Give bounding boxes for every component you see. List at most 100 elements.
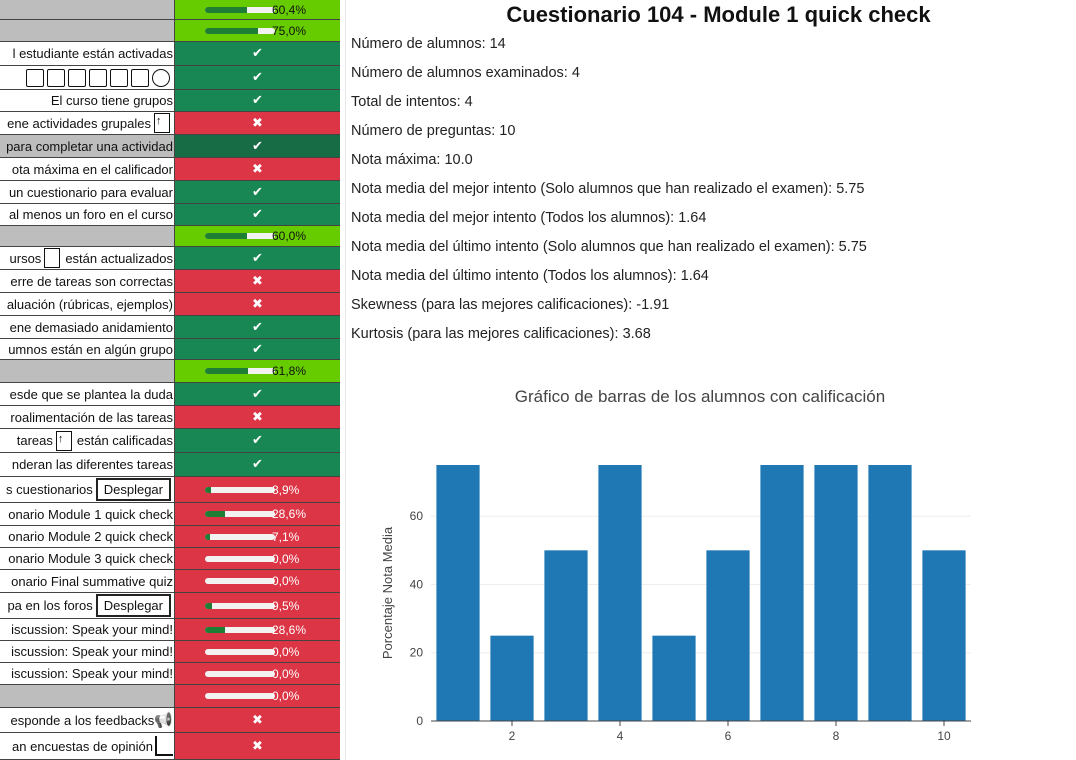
row-label: aluación (rúbricas, ejemplos) xyxy=(0,293,175,316)
progress-cell: 8,9% xyxy=(175,477,340,503)
cross-icon: ✖ xyxy=(175,270,340,293)
progress-percent: 0,0% xyxy=(272,574,300,588)
progress-bar xyxy=(205,670,275,677)
row-label-text: erre de tareas son correctas xyxy=(10,273,173,289)
progress-bar xyxy=(205,27,275,34)
check-icon: ✔ xyxy=(175,135,340,158)
row-label-text: ota máxima en el calificador xyxy=(11,161,173,177)
bar xyxy=(868,465,912,721)
progress-cell: 9,5% xyxy=(175,593,340,619)
row-label: tareas están calificadas xyxy=(0,429,175,453)
check-row: para completar una actividad ✔ xyxy=(0,135,340,158)
progress-bar xyxy=(205,648,275,655)
check-icon: ✔ xyxy=(175,181,340,204)
progress-cell: 75,0% xyxy=(175,20,340,42)
check-icon: ✔ xyxy=(175,316,340,339)
row-label-text: iscussion: Speak your mind! xyxy=(11,622,173,637)
check-icon: ✔ xyxy=(175,66,340,90)
row-label: iscussion: Speak your mind! xyxy=(0,619,175,641)
deploy-button[interactable]: Desplegar xyxy=(95,594,171,617)
row-label: un cuestionario para evaluar xyxy=(0,181,175,204)
row-label: El curso tiene grupos xyxy=(0,90,175,112)
page-icon xyxy=(131,68,149,87)
progress-row: 60,0% xyxy=(0,226,340,247)
stat-line: Nota media del mejor intento (Solo alumn… xyxy=(351,181,865,197)
check-row: ene actividades grupales ✖ xyxy=(0,112,340,135)
check-icon: ✔ xyxy=(175,247,340,270)
progress-percent: 0,0% xyxy=(272,551,300,566)
progress-cell: 60,0% xyxy=(175,226,340,247)
progress-cell: 7,1% xyxy=(175,526,340,548)
bar xyxy=(490,635,534,721)
row-label-text: al menos un foro en el curso xyxy=(8,207,173,222)
stat-line: Kurtosis (para las mejores calificacione… xyxy=(351,326,651,342)
progress-cell: 0,0% xyxy=(175,548,340,570)
progress-bar xyxy=(205,511,275,517)
progress-fill xyxy=(205,602,212,609)
bar xyxy=(544,550,588,721)
row-label xyxy=(0,685,175,708)
progress-bar xyxy=(205,578,275,584)
row-label-text: onario Module 1 quick check xyxy=(8,506,173,522)
progress-fill xyxy=(205,368,249,374)
row-label xyxy=(0,66,175,90)
row-label: para completar una actividad xyxy=(0,135,175,158)
check-icon: ✔ xyxy=(175,204,340,226)
resource-icons xyxy=(26,68,173,87)
row-label-text-2: están calificadas xyxy=(76,433,173,448)
progress-percent: 60,4% xyxy=(272,2,307,17)
progress-fill xyxy=(205,233,247,239)
check-row: nderan las diferentes tareas ✔ xyxy=(0,453,340,477)
stat-line: Total de intentos: 4 xyxy=(351,94,473,110)
progress-row: 75,0% xyxy=(0,20,340,42)
row-label: onario Module 1 quick check xyxy=(0,503,175,526)
progress-row: onario Module 1 quick check 28,6% xyxy=(0,503,340,526)
progress-percent: 9,5% xyxy=(272,598,300,613)
progress-percent: 8,9% xyxy=(272,482,300,497)
row-label: iscussion: Speak your mind! xyxy=(0,641,175,663)
survey-chart-icon xyxy=(155,736,173,756)
bar xyxy=(652,635,696,721)
x-tick-label: 10 xyxy=(937,729,951,743)
stat-line: Nota media del último intento (Solo alum… xyxy=(351,239,867,255)
progress-bar xyxy=(205,626,275,633)
check-row: El curso tiene grupos ✔ xyxy=(0,90,340,112)
deploy-button[interactable]: Desplegar xyxy=(95,478,171,501)
check-icon: ✔ xyxy=(175,42,340,66)
row-label-text: iscussion: Speak your mind! xyxy=(11,644,173,659)
upload-assign-icon xyxy=(55,430,72,451)
file-icon xyxy=(47,68,65,87)
progress-percent: 0,0% xyxy=(272,644,300,659)
progress-cell: 60,4% xyxy=(175,0,340,20)
progress-percent: 28,6% xyxy=(272,622,307,637)
y-tick-label: 40 xyxy=(410,577,424,591)
cross-icon: ✖ xyxy=(175,406,340,429)
row-label-text: ene demasiado anidamiento xyxy=(9,319,173,335)
row-label: pa en los foros Desplegar xyxy=(0,593,175,619)
row-label-text: aluación (rúbricas, ejemplos) xyxy=(6,296,173,312)
progress-fill xyxy=(205,533,210,540)
check-row: ene demasiado anidamiento ✔ xyxy=(0,316,340,339)
stat-line: Número de alumnos examinados: 4 xyxy=(351,65,580,81)
cross-icon: ✖ xyxy=(175,708,340,733)
row-label-text: onario Final summative quiz xyxy=(11,573,173,589)
chart-y-axis-label: Porcentaje Nota Media xyxy=(380,526,395,659)
check-row: roalimentación de las tareas ✖ xyxy=(0,406,340,429)
progress-bar xyxy=(205,693,275,699)
row-label-text-2: están actualizados xyxy=(65,250,173,266)
progress-row: 0,0% xyxy=(0,685,340,708)
check-row: erre de tareas son correctas ✖ xyxy=(0,270,340,293)
progress-row: 61,8% xyxy=(0,360,340,383)
row-label: onario Final summative quiz xyxy=(0,570,175,593)
bar xyxy=(760,465,804,721)
row-label: nderan las diferentes tareas xyxy=(0,453,175,477)
progress-bar xyxy=(205,368,275,374)
row-label: iscussion: Speak your mind! xyxy=(0,663,175,685)
x-tick-label: 6 xyxy=(725,729,732,743)
stat-line: Número de alumnos: 14 xyxy=(351,36,506,52)
check-icon: ✔ xyxy=(175,383,340,406)
globe-icon xyxy=(152,68,170,87)
row-label: esde que se plantea la duda xyxy=(0,383,175,406)
row-label-text: para completar una actividad xyxy=(6,138,173,154)
progress-bar xyxy=(205,533,275,540)
